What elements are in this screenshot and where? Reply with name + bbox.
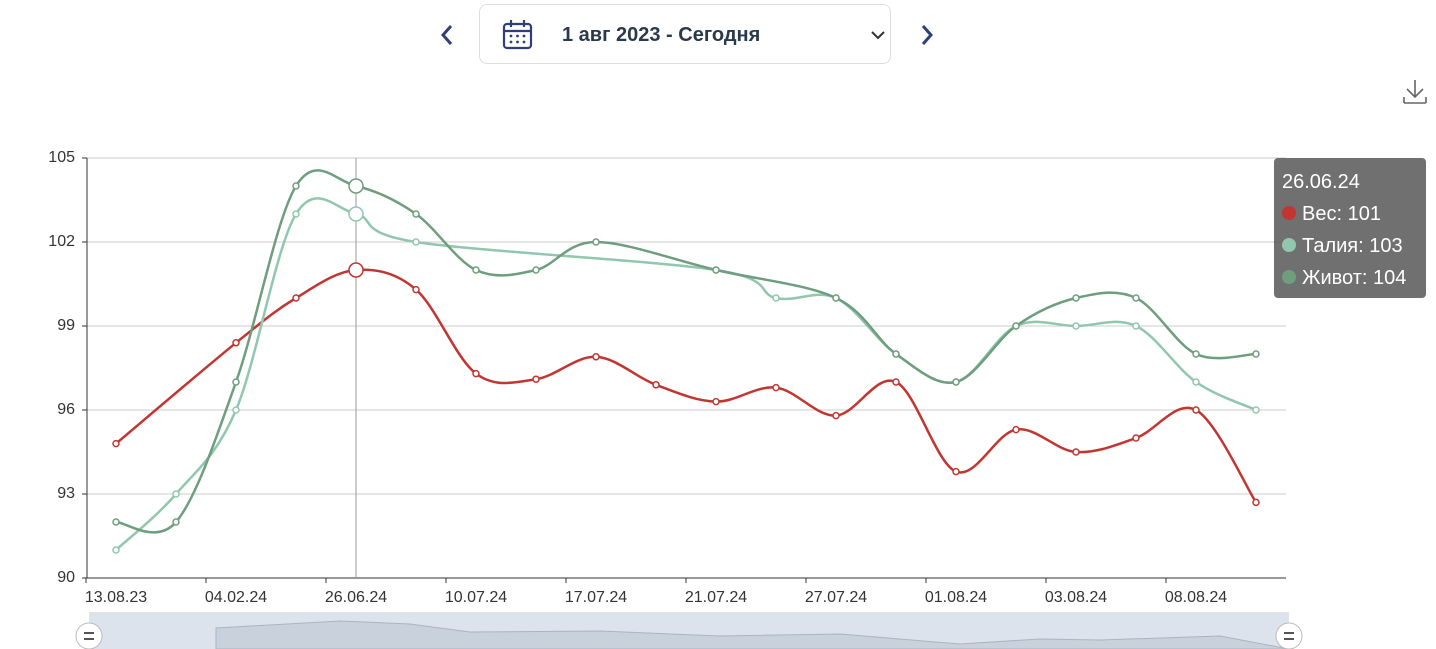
point <box>712 397 720 406</box>
point <box>472 369 480 378</box>
tooltip-title: 26.06.24 <box>1282 171 1360 193</box>
y-tick-label: 102 <box>48 233 75 250</box>
point <box>1072 294 1080 302</box>
point <box>1192 378 1200 386</box>
point <box>1192 406 1200 414</box>
point <box>892 378 900 386</box>
tooltip-text: Талия: 103 <box>1302 235 1403 257</box>
point <box>232 339 240 347</box>
calendar-icon <box>502 20 533 50</box>
x-tick-label: 21.07.24 <box>685 589 747 606</box>
x-tick-label: 08.08.24 <box>1165 589 1227 606</box>
point <box>412 285 420 294</box>
point <box>292 210 300 218</box>
series-line <box>115 268 1258 504</box>
point <box>112 518 120 526</box>
point <box>532 266 540 274</box>
point <box>472 266 480 274</box>
dropdown-arrow <box>871 31 885 40</box>
point <box>232 378 240 386</box>
x-tick-label: 27.07.24 <box>805 589 867 606</box>
data-zoom <box>75 612 1303 649</box>
point <box>1072 448 1080 456</box>
series-line <box>115 197 1257 551</box>
point <box>952 467 960 476</box>
point <box>772 383 780 392</box>
point <box>1012 425 1020 434</box>
tooltip-marker <box>1282 270 1296 284</box>
x-tick-label: 01.08.24 <box>925 589 987 606</box>
next-button[interactable] <box>916 22 938 48</box>
point <box>348 262 364 278</box>
x-tick-label: 03.08.24 <box>1045 589 1107 606</box>
point <box>1252 406 1260 414</box>
tooltip: 26.06.24 Вес: 101 Талия: 103 Живот: 104 <box>1274 158 1426 298</box>
series-line <box>115 169 1257 534</box>
point <box>1132 322 1140 330</box>
y-tick-label: 90 <box>57 569 75 586</box>
point <box>172 490 180 498</box>
point <box>112 546 120 554</box>
point <box>1132 434 1140 442</box>
y-tick-label: 105 <box>48 149 75 166</box>
point <box>1012 322 1020 330</box>
y-tick-label: 93 <box>57 485 75 502</box>
point <box>412 210 420 218</box>
point <box>412 238 420 246</box>
point <box>232 406 240 414</box>
tooltip-item: Талия: 103 <box>1282 235 1403 258</box>
point <box>832 294 840 302</box>
tooltip-item: Вес: 101 <box>1282 203 1381 226</box>
tooltip-item: Живот: 104 <box>1282 267 1406 290</box>
tooltip-text: Живот: 104 <box>1302 267 1407 289</box>
point <box>1252 498 1260 507</box>
prev-button[interactable] <box>436 22 458 48</box>
date-picker[interactable]: 1 авг 2023 - Сегодня <box>479 4 891 64</box>
x-tick-label: 10.07.24 <box>445 589 507 606</box>
point <box>532 375 540 383</box>
y-tick-label: 99 <box>57 317 75 334</box>
point <box>1252 350 1260 358</box>
point <box>1072 322 1080 330</box>
point <box>592 238 600 246</box>
point <box>652 381 660 389</box>
point <box>292 182 300 190</box>
tooltip-marker <box>1282 238 1296 252</box>
tooltip-marker <box>1282 206 1296 220</box>
x-tick-label: 17.07.24 <box>565 589 627 606</box>
point <box>592 353 600 361</box>
point <box>348 178 364 194</box>
point <box>892 350 900 358</box>
point <box>952 378 960 386</box>
x-tick-label: 13.08.23 <box>85 589 147 606</box>
tooltip-text: Вес: 101 <box>1302 203 1381 225</box>
point <box>772 294 780 302</box>
x-tick-label: 04.02.24 <box>205 589 267 606</box>
point <box>1192 350 1200 358</box>
y-tick-label: 96 <box>57 401 75 418</box>
point <box>1132 294 1140 302</box>
x-tick-label: 26.06.24 <box>325 589 387 606</box>
point <box>348 206 364 222</box>
point <box>172 518 180 526</box>
download-button[interactable] <box>1402 78 1428 106</box>
point <box>292 294 300 302</box>
point <box>832 411 840 420</box>
date-range: 1 авг 2023 - Сегодня <box>562 24 761 46</box>
point <box>712 266 720 274</box>
point <box>112 439 120 448</box>
